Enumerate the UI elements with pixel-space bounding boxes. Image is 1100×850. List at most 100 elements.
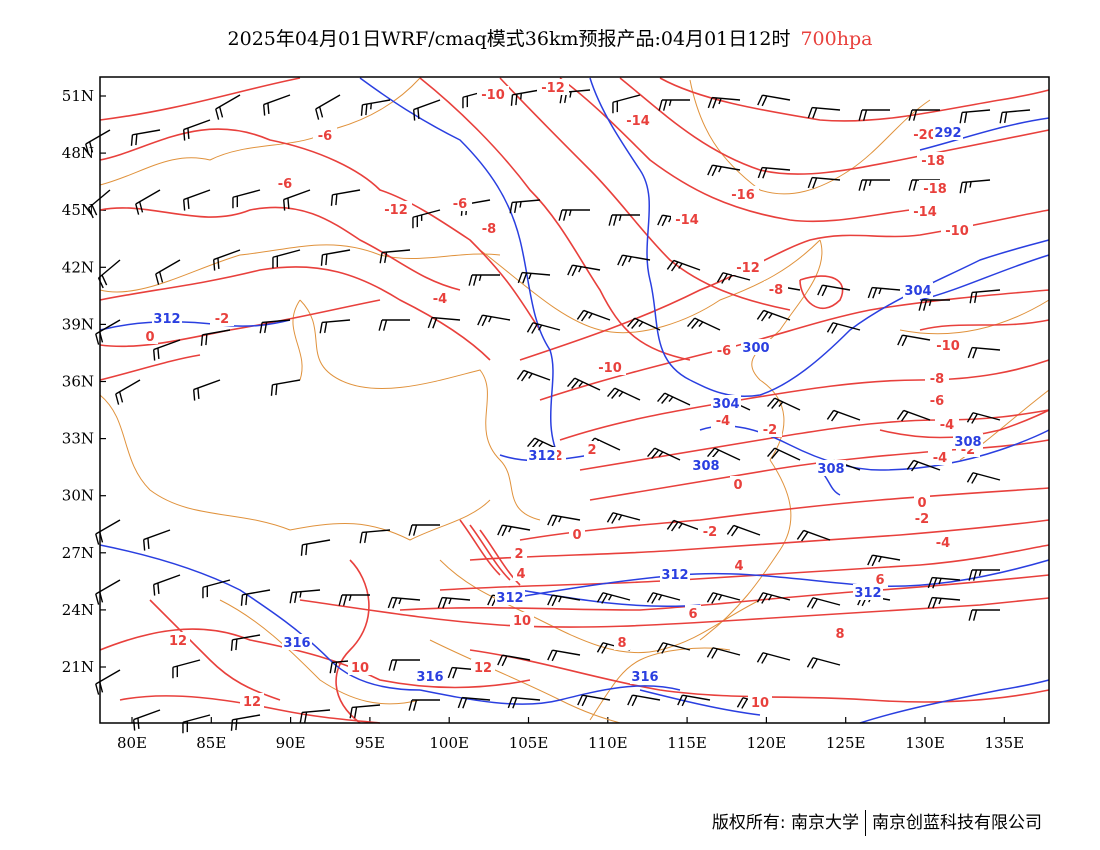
wind-barb-feather: [115, 393, 120, 405]
temperature-contour: [799, 275, 844, 309]
wind-barb: [817, 284, 851, 297]
label-backdrop: [917, 152, 949, 168]
wind-barb-staff: [612, 94, 641, 103]
wind-barb: [172, 659, 201, 679]
lon-tick-label: 130E: [905, 734, 945, 752]
wind-barb-feather: [726, 525, 735, 535]
wind-barb-feather: [618, 391, 624, 398]
wind-barb: [230, 634, 261, 651]
wind-barb-feather: [147, 537, 150, 550]
wind-barb-feather: [547, 649, 554, 661]
wind-barb: [408, 524, 440, 536]
wind-barb: [408, 699, 440, 711]
wind-barb-staff: [972, 412, 1001, 421]
wind-barb-feather: [437, 597, 443, 609]
wind-barb: [767, 447, 801, 461]
wind-barb-feather: [521, 371, 529, 382]
wind-barb-feather: [612, 214, 618, 226]
wind-barb-feather: [571, 379, 580, 389]
temperature-label: 2: [587, 443, 596, 458]
temperature-contour: [299, 597, 1050, 628]
label-backdrop: [910, 510, 934, 526]
label-backdrop: [495, 589, 525, 605]
wind-barb: [477, 314, 511, 327]
wind-barb-feather: [912, 179, 918, 191]
temperature-label: 12: [474, 661, 492, 676]
wind-barb-feather: [768, 594, 773, 601]
wind-barb-feather: [712, 97, 718, 109]
wind-barb: [427, 316, 461, 329]
wind-barb-feather: [757, 167, 763, 179]
wind-barb: [315, 94, 341, 120]
wind-barb-staff: [634, 317, 661, 331]
wind-barb-feather: [757, 94, 764, 106]
wind-barb: [232, 189, 261, 209]
label-backdrop: [909, 203, 941, 219]
wind-barb-feather: [408, 524, 413, 536]
wind-barb: [497, 654, 531, 667]
wind-barb-feather: [235, 719, 238, 731]
wind-barb-staff: [712, 592, 741, 601]
title-text: 2025年04月01日WRF/cmaq模式36km预报产品:04月01日12时: [227, 28, 791, 50]
wind-barb-feather: [289, 592, 293, 604]
wind-barb: [959, 179, 991, 194]
label-backdrop: [622, 112, 654, 128]
wind-barb: [969, 289, 1001, 304]
wind-barb: [858, 179, 890, 191]
label-backdrop: [671, 211, 703, 227]
label-backdrop: [537, 79, 569, 95]
wind-barb-feather: [806, 657, 814, 668]
wind-barb-staff: [812, 597, 841, 606]
wind-barb-staff: [215, 94, 241, 110]
label-backdrop: [914, 494, 930, 510]
lon-tick-label: 125E: [826, 734, 866, 752]
temperature-label: 0: [733, 478, 742, 493]
wind-barb-feather: [132, 719, 136, 731]
wind-barb-feather: [711, 593, 718, 604]
wind-barb-feather: [801, 531, 809, 542]
wind-barb-feather: [656, 642, 664, 653]
wind-barb-feather: [497, 524, 504, 536]
wind-barb-staff: [572, 264, 601, 271]
wind-barb-feather: [867, 287, 873, 299]
wind-barb-feather: [182, 129, 186, 141]
wind-barb: [999, 109, 1031, 124]
wind-barb-feather: [658, 594, 663, 601]
temperature-label: -4: [433, 292, 447, 307]
label-backdrop: [152, 310, 182, 326]
label-backdrop: [273, 175, 297, 191]
wind-barb-staff: [232, 634, 261, 641]
wind-barb: [806, 657, 841, 669]
wind-barb: [677, 694, 711, 707]
boundary-line: [99, 244, 501, 293]
copyright-text: 版权所有: 南京大学: [711, 813, 859, 833]
temperature-contour: [879, 409, 1050, 439]
wind-barb-feather: [235, 639, 238, 651]
lat-tick-label: 21N: [62, 658, 94, 676]
temperature-label: -14: [913, 205, 937, 220]
wind-barb-feather: [142, 539, 146, 551]
temperature-label: -6: [717, 344, 731, 359]
wind-barb: [507, 696, 541, 709]
wind-barb-staff: [432, 316, 461, 321]
wind-barb-feather: [245, 594, 248, 606]
wind-barb-feather: [432, 317, 438, 329]
wind-barb-staff: [673, 519, 701, 531]
wind-barb-feather: [335, 194, 338, 206]
height-contour: [859, 679, 1050, 724]
wind-barb-staff: [512, 696, 541, 701]
wind-barb-feather: [487, 594, 494, 606]
wind-barb-feather: [596, 592, 604, 603]
wind-barb-feather: [867, 554, 874, 566]
wind-barb-feather: [547, 594, 554, 606]
wind-barb-feather: [651, 593, 658, 604]
label-backdrop: [614, 634, 630, 650]
wind-barb: [192, 379, 221, 401]
wind-barb-feather: [627, 317, 636, 328]
wind-barb: [379, 249, 411, 264]
wind-barb-staff: [962, 179, 991, 184]
wind-barb: [182, 714, 211, 734]
temperature-label: -4: [940, 418, 954, 433]
wind-barb-staff: [812, 176, 841, 181]
wind-barb-feather: [300, 544, 304, 556]
